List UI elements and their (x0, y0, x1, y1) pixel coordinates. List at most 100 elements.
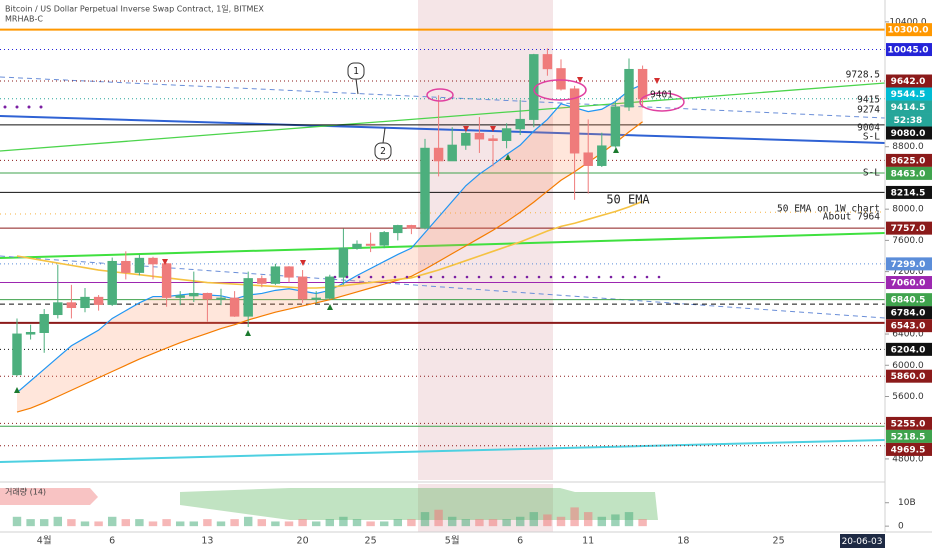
volume-bar (447, 516, 457, 527)
volume-bar (461, 519, 471, 527)
marker-dot (537, 275, 541, 279)
candle-body (488, 138, 498, 141)
x-tick-label: 5월 (445, 535, 460, 547)
marker-dot (549, 275, 553, 279)
marker-dot (621, 275, 625, 279)
signal-up (613, 147, 619, 153)
signal-up (505, 154, 511, 160)
marker-dot (513, 275, 517, 279)
candle-body (311, 297, 321, 300)
price-label-box (886, 221, 932, 235)
x-tick-label: 4월 (37, 535, 52, 547)
price-label-box (886, 153, 932, 167)
price-label-box (886, 429, 932, 443)
candle-body (107, 260, 117, 305)
candle-body (474, 132, 485, 140)
candle-body (352, 243, 362, 249)
marker-dot (633, 275, 637, 279)
volume-tick-label: 0 (898, 522, 904, 532)
annotation: 9274 (857, 105, 880, 116)
candle-body (216, 297, 226, 300)
signal-up (14, 387, 20, 393)
candle-body (610, 106, 621, 147)
volume-bar (243, 516, 253, 527)
volume-label: 거래량 (14) (5, 487, 46, 497)
candle-body (270, 266, 281, 284)
price-label: 8214.5 (891, 188, 926, 198)
marker-dot (417, 275, 421, 279)
volume-bar (583, 512, 593, 527)
highlight-ellipse (533, 79, 587, 101)
candle-body (148, 257, 158, 265)
candle-body (447, 144, 457, 162)
volume-bar (624, 512, 634, 527)
marker-dot (573, 275, 577, 279)
price-label-box (886, 442, 932, 456)
volume-bar (611, 514, 620, 527)
price-label: 7757.0 (891, 224, 926, 234)
price-label: 52:38 (894, 116, 923, 126)
annotation: S-L (863, 132, 880, 143)
volume-tick-label: 10B (898, 498, 916, 508)
x-tick-label: 25 (773, 536, 785, 547)
marker-dot (441, 275, 445, 279)
price-label-box (886, 319, 932, 333)
volume-bar (488, 519, 498, 527)
cursor-date: 20-06-03 (842, 537, 883, 547)
volume-bar (311, 521, 321, 527)
trendline (0, 76, 886, 119)
price-label-box (886, 100, 932, 114)
candle-body (433, 147, 444, 162)
candle-body (93, 296, 104, 305)
volume-bar (284, 521, 294, 527)
price-label-box (886, 166, 932, 180)
volume-ribbon (0, 488, 98, 505)
marker-dot (393, 275, 397, 279)
annotation: 1 (353, 66, 359, 77)
volume-ribbon (180, 488, 658, 520)
y-tick-label: 5600.0 (892, 392, 924, 402)
volume-bar (502, 519, 511, 527)
volume-bar (366, 521, 375, 527)
volume-bar (162, 519, 171, 527)
volume-pane (12, 507, 647, 527)
price-label: 8625.0 (891, 156, 926, 166)
volume-bar (556, 516, 566, 527)
marker-dot (357, 275, 361, 279)
price-label-box (886, 342, 932, 356)
price-label: 6784.0 (891, 309, 926, 319)
signal-up (245, 330, 251, 336)
candle-body (379, 232, 389, 246)
volume-bar (216, 521, 226, 527)
marker-dot (333, 275, 337, 279)
x-tick-label: 6 (517, 536, 523, 547)
trendline (0, 115, 886, 144)
price-label-box (886, 43, 932, 57)
volume-bar (298, 519, 307, 527)
volume-bar (420, 512, 430, 527)
marker-dot (657, 275, 661, 279)
volume-bar (135, 519, 144, 527)
volume-bar (26, 519, 35, 527)
y-tick-label: 8000.0 (892, 205, 924, 215)
price-label-box (886, 74, 932, 88)
volume-bar (148, 521, 158, 527)
price-label: 9642.0 (891, 77, 926, 87)
candle-body (25, 331, 36, 335)
candle-body (365, 243, 376, 246)
candle-body (325, 276, 335, 299)
price-label-box (886, 23, 932, 37)
price-label: 9414.5 (891, 103, 926, 113)
marker-dot (345, 275, 349, 279)
callout-pointer (355, 78, 359, 95)
highlight-ellipse (426, 88, 454, 102)
price-label: 8463.0 (891, 169, 926, 179)
signal-down (654, 78, 660, 84)
marker-dot (597, 275, 601, 279)
y-tick-label: 10400.0 (889, 17, 926, 27)
ema-ribbon (17, 84, 643, 413)
candle-body (406, 225, 417, 229)
marker-dot (477, 275, 481, 279)
volume-bar (529, 512, 539, 527)
price-label: 10045.0 (888, 46, 929, 56)
